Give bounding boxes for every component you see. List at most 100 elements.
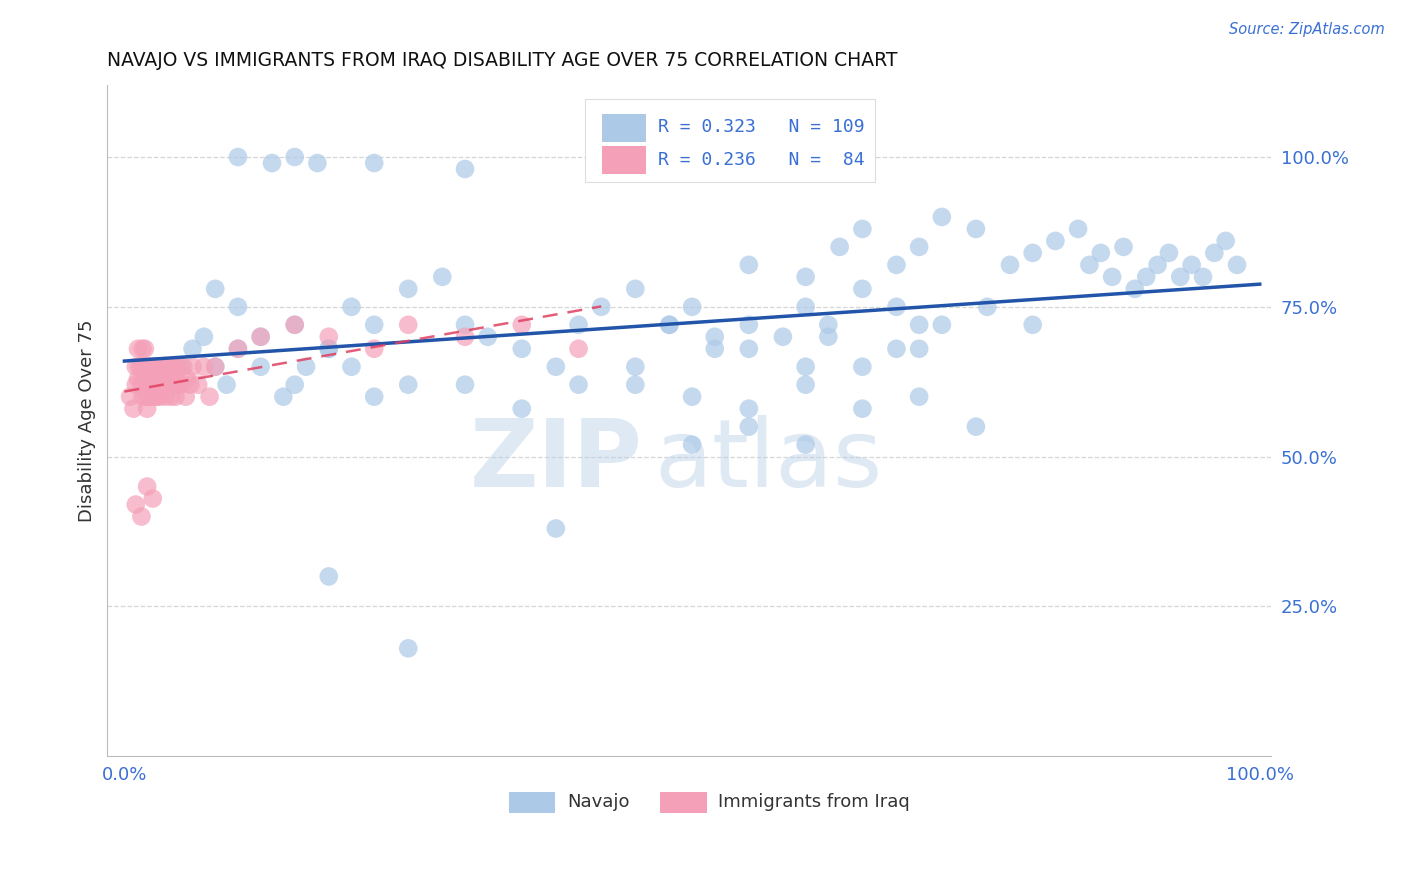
Point [215,377,238,392]
Point [125,359,148,374]
Point [134,377,156,392]
Point [138,377,160,392]
Point [817,330,839,344]
Point [260,156,283,170]
Point [149,372,172,386]
FancyBboxPatch shape [602,114,647,142]
Point [1078,258,1101,272]
Point [738,318,761,332]
Point [249,359,271,374]
Point [794,359,817,374]
Point [591,300,613,314]
Point [1021,246,1043,260]
Point [198,390,221,404]
FancyBboxPatch shape [509,792,555,814]
Point [454,318,477,332]
Point [624,377,647,392]
Point [931,318,953,332]
Point [931,210,953,224]
Point [273,390,295,404]
Point [143,372,166,386]
Text: R = 0.323   N = 109: R = 0.323 N = 109 [658,119,865,136]
Point [477,330,499,344]
Point [142,491,165,506]
Point [544,521,567,535]
Point [318,342,340,356]
Point [134,359,156,374]
Point [125,498,148,512]
Text: atlas: atlas [654,415,883,507]
Point [153,377,176,392]
Point [181,342,204,356]
Point [136,401,159,416]
Point [204,359,226,374]
Point [136,359,159,374]
Point [172,359,194,374]
Point [193,330,215,344]
Point [965,222,987,236]
Point [510,318,533,332]
Point [170,359,193,374]
Point [772,330,794,344]
Point [510,342,533,356]
Point [141,377,163,392]
Point [432,269,454,284]
Point [284,318,307,332]
Text: Navajo: Navajo [567,794,630,812]
Point [851,282,873,296]
Point [794,269,817,284]
Point [136,479,159,493]
Point [142,377,165,392]
Point [1112,240,1135,254]
Point [851,359,873,374]
Point [681,390,703,404]
Point [145,377,167,392]
Point [284,318,307,332]
Point [1204,246,1226,260]
Point [141,359,163,374]
Point [340,359,363,374]
Point [145,359,167,374]
Point [136,377,159,392]
Point [1215,234,1237,248]
Point [131,359,153,374]
Point [295,359,318,374]
Point [624,359,647,374]
Point [738,419,761,434]
Y-axis label: Disability Age Over 75: Disability Age Over 75 [79,319,96,522]
Point [817,318,839,332]
Point [738,258,761,272]
Point [851,401,873,416]
Point [703,330,725,344]
Point [510,401,533,416]
Point [153,359,176,374]
Point [681,437,703,451]
Point [1192,269,1215,284]
Point [134,342,156,356]
Point [155,390,177,404]
Point [139,390,162,404]
Point [886,300,908,314]
Point [1226,258,1249,272]
Point [1067,222,1090,236]
Point [363,342,385,356]
Point [162,377,184,392]
Point [136,359,159,374]
Point [1021,318,1043,332]
Point [131,509,153,524]
Text: R = 0.236   N =  84: R = 0.236 N = 84 [658,151,865,169]
Point [794,300,817,314]
Point [160,390,183,404]
Point [159,359,181,374]
Point [148,359,170,374]
Point [226,300,249,314]
Point [181,359,204,374]
Point [176,372,198,386]
Point [307,156,329,170]
Point [998,258,1021,272]
Point [160,372,183,386]
Point [142,372,165,386]
FancyBboxPatch shape [602,146,647,174]
Point [886,258,908,272]
Point [396,641,419,656]
